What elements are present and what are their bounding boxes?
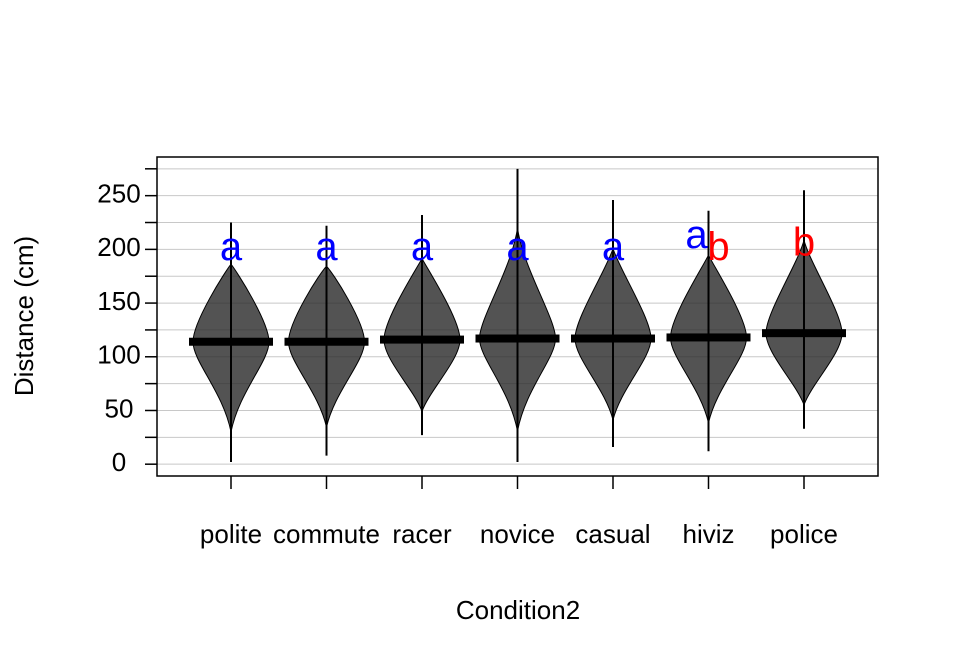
x-axis-title: Condition2 [456, 595, 580, 625]
x-tick-label: novice [480, 519, 555, 549]
plot-frame [156, 156, 879, 477]
x-tick-label: police [770, 519, 838, 549]
group-letter: a [411, 225, 434, 269]
group-letter: a [220, 225, 243, 269]
mean-bar [475, 334, 560, 343]
mean-bar [284, 337, 369, 346]
x-tick-label: casual [575, 519, 650, 549]
x-tick-label: commute [273, 519, 380, 549]
group-letter: a [685, 213, 708, 257]
y-axis-title: Distance (cm) [9, 236, 39, 396]
mean-bar [380, 335, 464, 344]
x-tick-label: polite [200, 519, 262, 549]
y-tick-label: 50 [105, 393, 134, 423]
group-letter: b [707, 225, 729, 269]
group-letter: a [315, 225, 338, 269]
group-letter: a [506, 225, 529, 269]
y-tick-label: 250 [97, 179, 140, 209]
y-tick-label: 100 [97, 340, 140, 370]
mean-bar [189, 337, 273, 346]
y-tick-label: 200 [97, 232, 140, 262]
y-tick-label: 0 [112, 447, 126, 477]
mean-bar [666, 333, 751, 342]
y-tick-label: 150 [97, 286, 140, 316]
group-letter: b [793, 221, 815, 265]
mean-bar [571, 334, 655, 343]
group-letter: a [602, 225, 625, 269]
x-tick-label: racer [392, 519, 452, 549]
x-tick-label: hiviz [682, 519, 734, 549]
mean-bar [762, 329, 846, 338]
